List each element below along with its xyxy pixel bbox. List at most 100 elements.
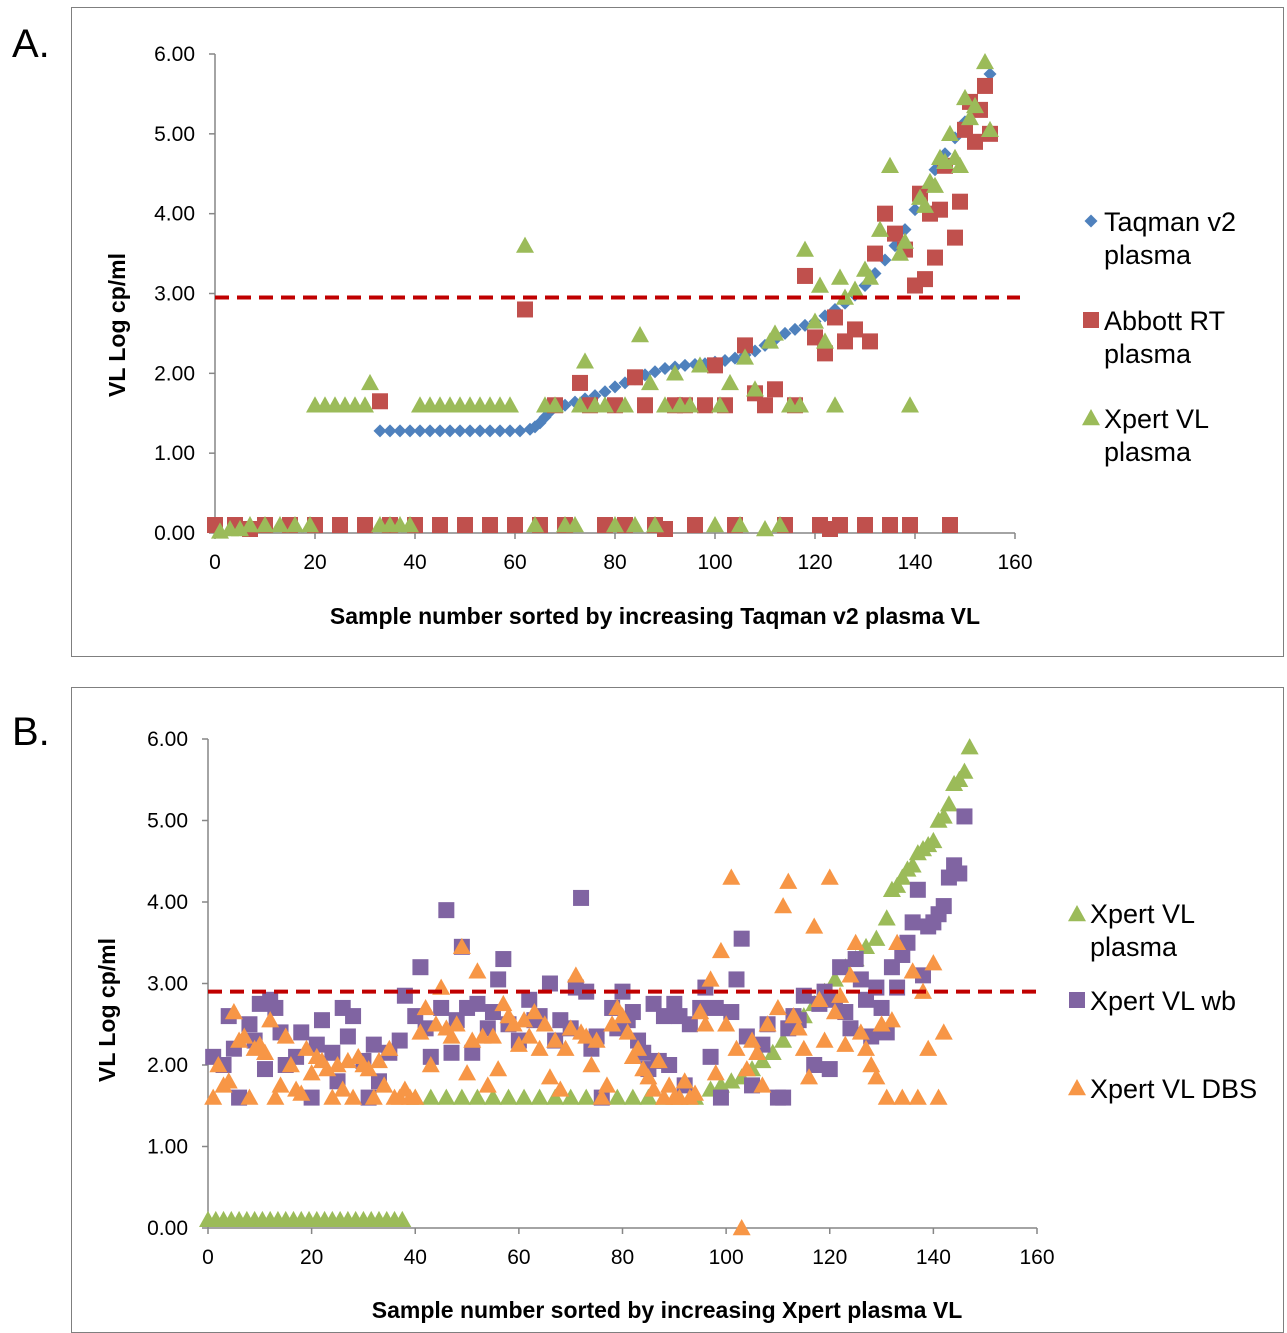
legend-entry: Xpert VL wb xyxy=(1090,986,1236,1016)
data-point xyxy=(877,205,893,222)
x-tick-label: 100 xyxy=(697,551,732,574)
data-point xyxy=(904,914,921,931)
data-point xyxy=(571,396,589,413)
x-tick-label: 40 xyxy=(404,1246,427,1269)
data-point xyxy=(681,396,699,413)
data-point xyxy=(375,1076,394,1093)
data-point xyxy=(447,1015,466,1032)
x-tick-label: 0 xyxy=(202,1246,214,1269)
x-tick-label: 60 xyxy=(507,1246,530,1269)
data-point xyxy=(482,517,498,534)
data-point xyxy=(473,424,487,438)
data-point xyxy=(927,249,943,266)
data-point xyxy=(846,280,864,297)
data-point xyxy=(731,516,749,533)
data-point xyxy=(504,1015,523,1032)
data-point xyxy=(678,358,692,372)
legend-marker xyxy=(1084,214,1098,228)
data-point xyxy=(530,1088,549,1105)
panel-a-label: A. xyxy=(12,22,50,66)
data-point xyxy=(271,1076,290,1093)
x-tick-label: 80 xyxy=(603,551,626,574)
data-point xyxy=(458,1064,477,1081)
data-point xyxy=(372,393,388,410)
data-point xyxy=(577,1027,596,1044)
x-axis-title: Sample number sorted by increasing Xpert… xyxy=(372,1297,963,1323)
data-point xyxy=(240,1088,259,1105)
data-point xyxy=(926,176,944,193)
data-point xyxy=(941,124,959,142)
data-point xyxy=(483,1088,502,1105)
data-point xyxy=(490,971,507,988)
data-point xyxy=(618,1023,637,1040)
legend-entry: Xpert VL DBS xyxy=(1090,1074,1257,1104)
data-point xyxy=(421,1088,440,1105)
data-point xyxy=(614,983,631,1000)
data-point xyxy=(598,385,612,399)
data-point xyxy=(956,808,973,825)
y-tick-label: 1.00 xyxy=(147,1136,188,1159)
data-point xyxy=(546,396,564,413)
data-point xyxy=(797,267,813,284)
data-point xyxy=(489,1060,508,1077)
data-point xyxy=(983,67,997,81)
data-point xyxy=(806,1057,823,1073)
data-point xyxy=(955,762,974,779)
data-point xyxy=(947,229,963,246)
data-point xyxy=(851,1023,870,1040)
data-point xyxy=(606,516,624,533)
data-point xyxy=(919,1039,938,1056)
data-point xyxy=(313,1012,330,1029)
data-point xyxy=(526,516,544,533)
data-point xyxy=(433,424,447,438)
data-point xyxy=(810,990,829,1007)
data-point xyxy=(831,268,849,285)
data-point xyxy=(426,1015,445,1032)
data-point xyxy=(256,1061,273,1078)
data-point xyxy=(820,868,839,885)
data-point xyxy=(629,1039,648,1056)
data-point xyxy=(324,1044,341,1061)
data-point xyxy=(241,516,259,533)
data-point xyxy=(857,937,876,955)
data-point xyxy=(723,1004,740,1021)
x-tick-label: 20 xyxy=(300,1246,323,1269)
data-point xyxy=(789,1019,808,1036)
data-point xyxy=(423,424,437,438)
data-point xyxy=(596,396,614,413)
data-point xyxy=(443,1044,460,1061)
data-point xyxy=(540,1068,559,1085)
data-point xyxy=(831,986,850,1003)
data-point xyxy=(806,312,824,329)
data-point xyxy=(867,1068,886,1085)
data-point xyxy=(924,831,943,849)
data-point xyxy=(513,424,527,438)
data-point xyxy=(691,356,709,373)
data-point xyxy=(687,517,703,534)
data-point xyxy=(401,516,419,533)
data-point xyxy=(364,1088,383,1105)
data-point xyxy=(266,1088,285,1105)
data-point xyxy=(572,374,588,391)
data-point xyxy=(981,120,999,138)
data-point xyxy=(468,1088,487,1105)
data-point xyxy=(541,975,558,992)
data-point xyxy=(796,240,814,257)
data-point xyxy=(521,991,538,1008)
data-point xyxy=(825,970,844,987)
data-point xyxy=(852,971,869,988)
data-point xyxy=(794,1039,813,1056)
x-tick-label: 160 xyxy=(997,551,1032,574)
data-point xyxy=(608,380,622,394)
data-point xyxy=(219,1072,238,1089)
data-point xyxy=(361,373,379,391)
data-point xyxy=(916,196,934,213)
data-point xyxy=(666,364,684,381)
data-point xyxy=(644,1080,663,1097)
data-point xyxy=(712,1089,729,1106)
data-point xyxy=(359,1060,378,1077)
data-point xyxy=(882,1011,901,1028)
data-point xyxy=(909,881,926,898)
data-point xyxy=(261,1011,280,1028)
data-point xyxy=(816,332,834,349)
